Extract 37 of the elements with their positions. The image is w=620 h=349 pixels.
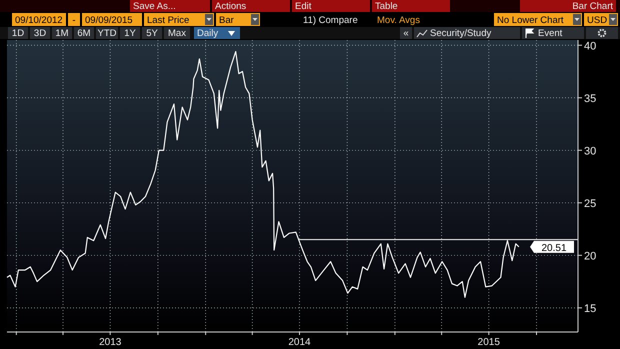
- line-series: [6, 51, 520, 298]
- text: 1D: [12, 28, 24, 39]
- text: Actions: [215, 1, 246, 12]
- text: Mov. Avgs: [377, 15, 420, 26]
- x-tick-label: 2014: [288, 337, 312, 348]
- annotation: 20.51: [541, 242, 567, 254]
- text: 5Y: [146, 28, 158, 39]
- text: 11) Compare: [303, 15, 358, 26]
- text: No Lower Chart: [497, 15, 564, 26]
- text: Edit: [295, 1, 312, 12]
- text: Save As...: [133, 1, 176, 12]
- x-tick-label: 2013: [99, 337, 122, 348]
- y-tick-label: 40: [584, 40, 596, 52]
- text: -: [72, 15, 76, 26]
- text: Security/Study: [430, 28, 492, 39]
- text: «: [403, 28, 409, 39]
- y-tick-label: 20: [584, 250, 596, 262]
- text: Last Price: [147, 15, 190, 26]
- y-tick-label: 15: [584, 302, 596, 315]
- text: USD: [587, 15, 608, 26]
- text: Table: [375, 1, 398, 12]
- text: 3D: [34, 28, 46, 39]
- text: Bar Chart: [572, 1, 614, 12]
- text: Max: [168, 28, 186, 39]
- text: 1Y: [124, 28, 136, 39]
- x-tick-label: 2015: [478, 337, 500, 348]
- text: Event: [538, 28, 563, 39]
- y-tick-label: 30: [584, 145, 596, 158]
- text: 09/10/2012: [15, 15, 63, 26]
- y-tick-label: 35: [584, 92, 596, 105]
- y-tick-label: 25: [584, 198, 596, 210]
- text: 1M: [55, 28, 69, 39]
- text: Bar: [219, 15, 234, 26]
- text: Daily: [197, 28, 218, 39]
- text: 09/09/2015: [85, 15, 133, 26]
- text: YTD: [98, 28, 117, 39]
- text: 6M: [77, 28, 91, 39]
